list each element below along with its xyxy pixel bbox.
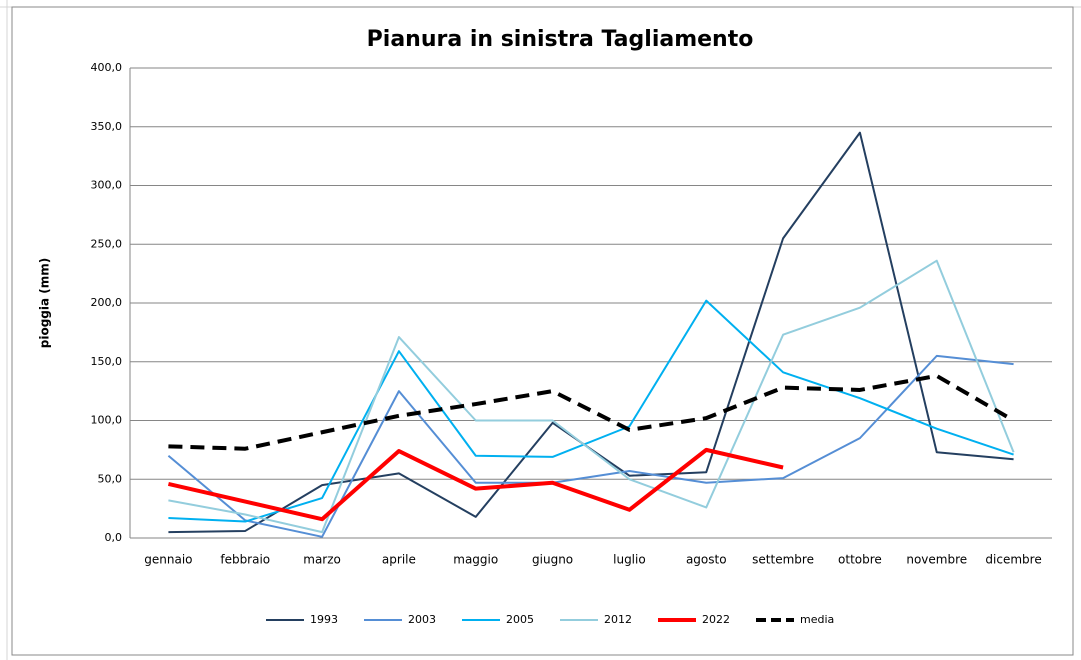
- series-line: [167, 447, 784, 522]
- y-tick-label: 150,0: [91, 355, 123, 368]
- x-tick-label: gennaio: [144, 553, 192, 567]
- x-tick-label: ottobre: [838, 553, 882, 567]
- x-tick-label: agosto: [686, 553, 727, 567]
- y-tick-label: 400,0: [91, 61, 123, 74]
- y-tick-label: 50,0: [98, 472, 123, 485]
- y-tick-label: 0,0: [105, 531, 123, 544]
- x-tick-label: novembre: [906, 553, 967, 567]
- legend-label: 1993: [310, 613, 338, 626]
- y-tick-label: 100,0: [91, 414, 123, 427]
- series-line: [168, 373, 1015, 451]
- y-tick-label: 250,0: [91, 237, 123, 250]
- x-tick-label: settembre: [752, 553, 814, 567]
- y-axis-label: pioggia (mm): [38, 258, 52, 349]
- y-tick-label: 350,0: [91, 120, 123, 133]
- series-line: [167, 354, 1014, 538]
- legend-label: 2022: [702, 613, 730, 626]
- y-tick-label: 300,0: [91, 179, 123, 192]
- series-line: [168, 259, 1015, 534]
- x-tick-label: febbraio: [220, 553, 270, 567]
- y-tick-label: 200,0: [91, 296, 123, 309]
- chart-title: Pianura in sinistra Tagliamento: [367, 27, 754, 52]
- legend-label: media: [800, 613, 834, 626]
- legend-label: 2012: [604, 613, 632, 626]
- chart-area: [11, 6, 1074, 656]
- series-line: [168, 299, 1014, 523]
- x-tick-label: aprile: [382, 553, 416, 567]
- x-tick-label: maggio: [453, 553, 498, 567]
- x-tick-label: marzo: [303, 553, 341, 567]
- x-tick-label: giugno: [532, 553, 573, 567]
- x-tick-label: luglio: [613, 553, 646, 567]
- legend-label: 2005: [506, 613, 534, 626]
- x-tick-label: dicembre: [985, 553, 1041, 567]
- legend-label: 2003: [408, 613, 436, 626]
